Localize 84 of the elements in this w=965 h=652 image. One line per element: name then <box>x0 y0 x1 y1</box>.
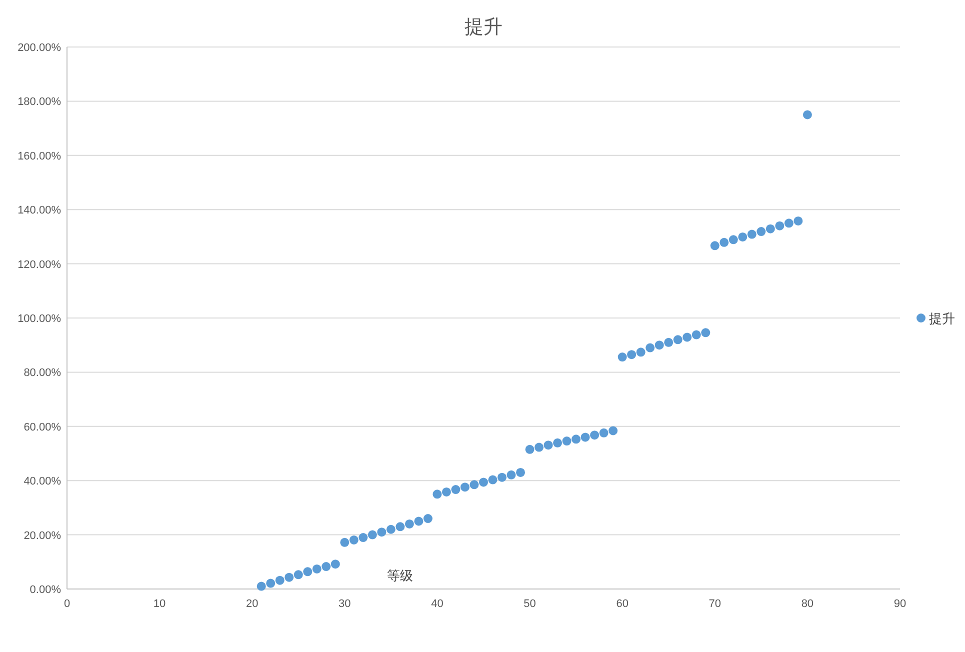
point <box>256 582 266 591</box>
x-tick-label: 10 <box>153 598 166 610</box>
point <box>701 328 710 338</box>
y-tick-label: 160.00% <box>18 150 62 162</box>
point <box>275 576 284 585</box>
point <box>544 440 553 450</box>
point <box>590 430 600 440</box>
x-tick-label: 70 <box>708 598 722 610</box>
point <box>284 572 294 582</box>
point <box>322 562 331 572</box>
point <box>312 564 322 574</box>
point <box>488 475 498 484</box>
point <box>386 524 396 534</box>
point <box>442 487 451 496</box>
y-tick-label: 0.00% <box>30 584 62 596</box>
legend-label: 提升 <box>929 311 955 326</box>
point <box>794 216 803 226</box>
point <box>627 350 636 360</box>
point <box>747 230 756 239</box>
point <box>673 335 682 344</box>
point <box>404 519 414 528</box>
point <box>784 218 794 228</box>
point <box>534 442 544 452</box>
point <box>618 352 627 362</box>
point <box>646 343 655 352</box>
point <box>432 490 442 499</box>
point <box>423 514 432 524</box>
y-tick-label: 180.00% <box>18 96 62 108</box>
point <box>562 436 572 446</box>
chart-title: 提升 <box>464 17 502 38</box>
point <box>516 468 526 477</box>
y-tick-label: 40.00% <box>24 476 62 488</box>
point <box>682 332 692 342</box>
point <box>479 478 488 487</box>
y-tick-label: 60.00% <box>24 421 62 434</box>
point <box>608 426 618 436</box>
point <box>525 444 534 454</box>
y-tick-label: 140.00% <box>18 204 62 217</box>
y-tick-label: 20.00% <box>24 530 62 542</box>
point <box>368 530 377 540</box>
point <box>553 438 562 448</box>
point <box>654 340 664 350</box>
point <box>349 535 358 544</box>
x-tick-label: 50 <box>524 598 536 610</box>
x-tick-label: 20 <box>246 598 258 610</box>
x-tick-label: 40 <box>431 598 444 610</box>
point <box>330 560 340 569</box>
point <box>636 348 646 357</box>
point <box>580 432 590 442</box>
point <box>766 224 775 234</box>
point <box>470 480 479 490</box>
point <box>266 578 276 588</box>
point <box>414 516 424 526</box>
point <box>451 485 460 494</box>
point <box>738 232 748 242</box>
point <box>498 472 507 482</box>
point <box>802 110 812 120</box>
point <box>340 538 350 547</box>
point <box>599 428 608 438</box>
point <box>572 434 581 444</box>
point <box>756 227 766 236</box>
x-tick-label: 80 <box>801 598 814 610</box>
x-axis-title: 等级 <box>387 568 414 583</box>
x-tick-label: 90 <box>894 598 906 610</box>
point <box>664 338 674 347</box>
point <box>358 533 368 542</box>
point <box>377 528 386 537</box>
point <box>775 221 784 230</box>
y-tick-label: 120.00% <box>18 258 62 271</box>
y-tick-label: 200.00% <box>18 42 62 54</box>
x-tick-label: 60 <box>616 598 628 610</box>
x-tick-label: 30 <box>338 598 351 610</box>
point <box>720 238 729 247</box>
point <box>692 330 701 340</box>
point <box>294 570 303 580</box>
x-tick-label: 0 <box>64 598 70 610</box>
y-tick-label: 100.00% <box>18 313 62 325</box>
point <box>506 470 516 480</box>
point <box>710 241 720 250</box>
point <box>728 235 738 244</box>
point <box>460 482 470 492</box>
y-tick-label: 80.00% <box>24 367 62 380</box>
point <box>303 567 312 576</box>
point <box>396 522 405 532</box>
